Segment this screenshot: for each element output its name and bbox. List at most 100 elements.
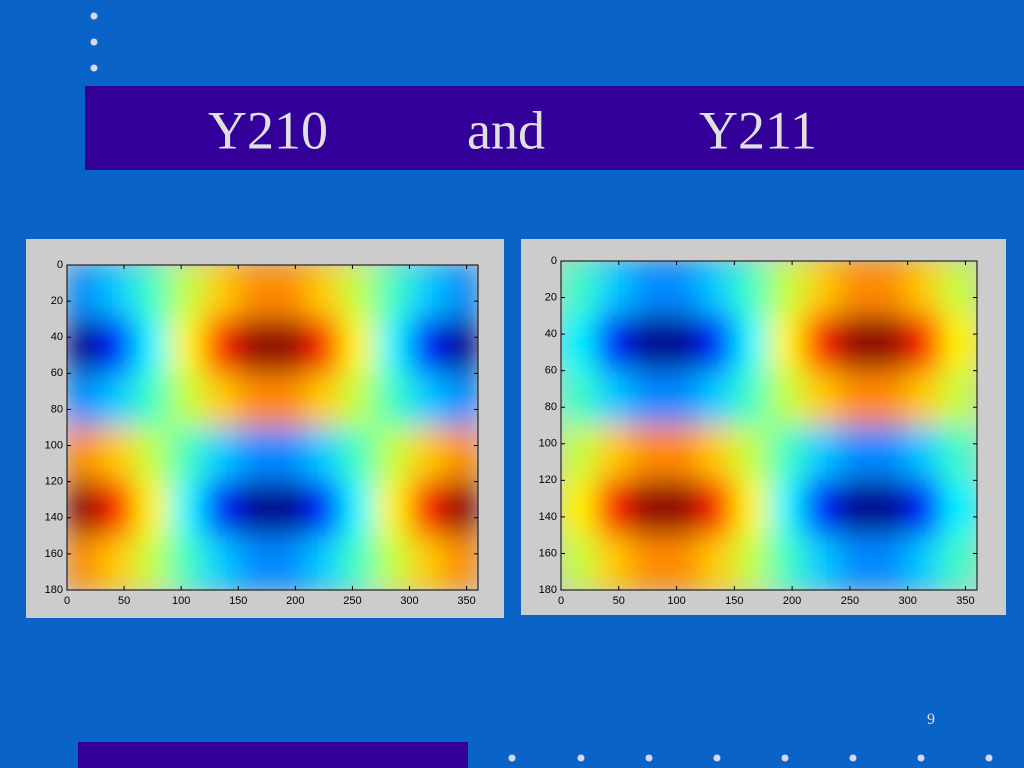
heatmap-cell bbox=[67, 481, 102, 537]
x-tick-label: 50 bbox=[613, 595, 625, 607]
heatmap-cell bbox=[237, 481, 273, 537]
y-tick-label: 20 bbox=[545, 291, 557, 303]
y-tick-label: 180 bbox=[45, 584, 63, 596]
heatmap-cell bbox=[135, 427, 171, 483]
heatmap-cell bbox=[100, 372, 136, 428]
title-part: and bbox=[467, 100, 545, 160]
heatmap-cell bbox=[340, 481, 376, 537]
heatmap-cell bbox=[664, 370, 701, 426]
heatmap-cell bbox=[561, 534, 597, 590]
title-part: Y211 bbox=[699, 100, 817, 160]
heatmap-cell bbox=[374, 265, 410, 320]
heatmap-cell bbox=[340, 372, 376, 428]
y-tick-label: 80 bbox=[545, 401, 557, 413]
heatmap bbox=[561, 261, 977, 590]
heatmap-cell bbox=[561, 479, 597, 536]
heatmap-cell bbox=[941, 370, 977, 426]
heatmap-cell bbox=[67, 372, 102, 428]
heatmap bbox=[67, 265, 478, 590]
heatmap-cell bbox=[733, 534, 770, 590]
heatmap-cell bbox=[135, 318, 171, 374]
heatmap-cell bbox=[595, 315, 631, 372]
heatmap-cell bbox=[443, 265, 478, 320]
heatmap-cell bbox=[135, 481, 171, 537]
heatmap-cell bbox=[340, 427, 376, 483]
heatmap-cell bbox=[409, 372, 445, 428]
heatmap-cell bbox=[100, 481, 136, 537]
heatmap-cell bbox=[768, 479, 805, 536]
heatmap-cell bbox=[340, 265, 376, 320]
heatmap-cell bbox=[203, 265, 239, 320]
heatmap-cell bbox=[907, 534, 943, 590]
y-tick-label: 0 bbox=[57, 259, 63, 271]
heatmap-cell bbox=[135, 372, 171, 428]
heatmap-cell bbox=[768, 315, 805, 372]
heatmap-cell bbox=[100, 318, 136, 374]
heatmap-cell bbox=[872, 315, 909, 372]
heatmap-cell bbox=[837, 479, 874, 536]
heatmap-cell bbox=[907, 479, 943, 536]
heatmap-cell bbox=[272, 481, 308, 537]
heatmap-cell bbox=[169, 535, 205, 590]
y-tick-label: 40 bbox=[545, 328, 557, 340]
heatmap-cell bbox=[443, 318, 478, 374]
y-tick-label: 120 bbox=[539, 474, 557, 486]
heatmap-cell bbox=[733, 315, 770, 372]
y-tick-label: 0 bbox=[551, 255, 557, 267]
heatmap-cell bbox=[629, 534, 666, 590]
heatmap-cell bbox=[374, 535, 410, 590]
heatmap-cell bbox=[803, 425, 839, 481]
heatmap-cell bbox=[67, 318, 102, 374]
heatmap-cell bbox=[374, 318, 410, 374]
y-tick-label: 180 bbox=[539, 584, 557, 596]
heatmap-cell bbox=[409, 265, 445, 320]
heatmap-cell bbox=[272, 265, 308, 320]
bullets bbox=[90, 12, 993, 762]
heatmap-cell bbox=[272, 372, 308, 428]
heatmap-cell bbox=[733, 370, 770, 426]
heatmap-cell bbox=[664, 534, 701, 590]
heatmap-cell bbox=[803, 315, 839, 372]
y-tick-label: 100 bbox=[539, 438, 557, 450]
heatmap-cell bbox=[733, 261, 770, 317]
heatmap-cell bbox=[100, 535, 136, 590]
x-tick-label: 50 bbox=[118, 595, 130, 607]
heatmap-cell bbox=[237, 265, 273, 320]
heatmap-cell bbox=[941, 425, 977, 481]
heatmap-cell bbox=[409, 427, 445, 483]
heatmap-cell bbox=[340, 318, 376, 374]
heatmap-cell bbox=[699, 261, 735, 317]
heatmap-cell bbox=[203, 535, 239, 590]
y-tick-label: 40 bbox=[51, 331, 63, 343]
heatmap-cell bbox=[664, 315, 701, 372]
heatmap-cell bbox=[907, 425, 943, 481]
heatmap-cell bbox=[409, 318, 445, 374]
heatmap-cell bbox=[629, 479, 666, 536]
y-tick-label: 80 bbox=[51, 403, 63, 415]
heatmap-cell bbox=[203, 427, 239, 483]
heatmap-cell bbox=[409, 481, 445, 537]
heatmap-cell bbox=[803, 479, 839, 536]
heatmap-cell bbox=[837, 370, 874, 426]
heatmap-cell bbox=[374, 481, 410, 537]
heatmap-cell bbox=[699, 534, 735, 590]
heatmap-cell bbox=[203, 318, 239, 374]
x-tick-label: 0 bbox=[558, 595, 564, 607]
heatmap-cell bbox=[306, 427, 342, 483]
heatmap-cell bbox=[203, 372, 239, 428]
heatmap-cell bbox=[272, 318, 308, 374]
heatmap-cell bbox=[803, 261, 839, 317]
heatmap-cell bbox=[67, 535, 102, 590]
heatmap-cell bbox=[443, 481, 478, 537]
heatmap-cell bbox=[664, 425, 701, 481]
x-tick-label: 300 bbox=[400, 595, 418, 607]
footer-bar bbox=[78, 742, 468, 768]
heatmap-cell bbox=[699, 425, 735, 481]
x-tick-label: 250 bbox=[343, 595, 361, 607]
heatmap-cell bbox=[837, 315, 874, 372]
x-tick-label: 150 bbox=[229, 595, 247, 607]
heatmap-cell bbox=[272, 535, 308, 590]
heatmap-cell bbox=[374, 372, 410, 428]
heatmap-cell bbox=[374, 427, 410, 483]
